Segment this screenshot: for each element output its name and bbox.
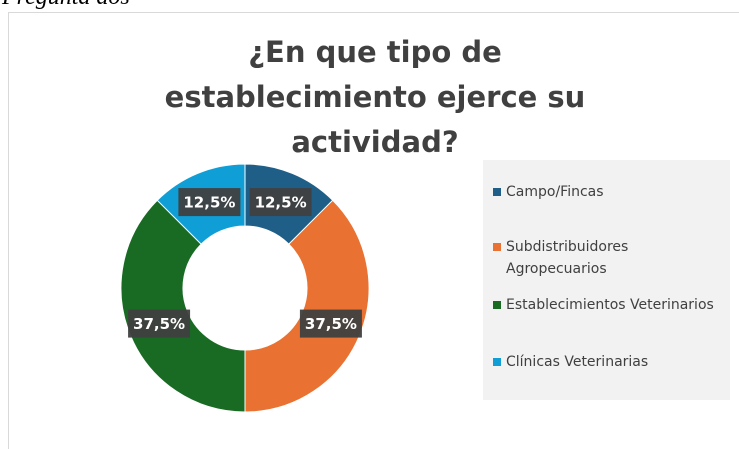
slice bbox=[120, 199, 246, 413]
legend-swatch bbox=[493, 301, 501, 309]
legend-item: Clínicas Veterinarias bbox=[493, 351, 728, 373]
legend-swatch bbox=[493, 188, 501, 196]
legend-item: Subdistribuidores Agropecuarios bbox=[493, 236, 728, 280]
legend-item: Campo/Fincas bbox=[493, 181, 728, 203]
data-label: 12,5% bbox=[183, 194, 235, 212]
data-label-box bbox=[178, 188, 241, 217]
data-label: 37,5% bbox=[305, 315, 357, 333]
legend: Campo/Fincas Subdistribuidores Agropecuar… bbox=[483, 160, 730, 400]
legend-label: Clínicas Veterinarias bbox=[506, 354, 649, 370]
data-label: 37,5% bbox=[133, 315, 185, 333]
legend-item: Establecimientos Veterinarios bbox=[493, 294, 728, 316]
legend-label: Campo/Fincas bbox=[506, 184, 604, 200]
chart-title: ¿En que tipo de establecimiento ejerce s… bbox=[164, 35, 586, 159]
legend-label: Establecimientos Veterinarios bbox=[506, 297, 714, 313]
data-label-box bbox=[249, 188, 312, 217]
legend-label: Subdistribuidores Agropecuarios bbox=[506, 239, 629, 277]
data-label-box bbox=[299, 309, 362, 338]
heading: Pregunta dos bbox=[2, 0, 130, 11]
chart-frame bbox=[8, 12, 739, 449]
slice bbox=[244, 199, 370, 413]
data-label: 12,5% bbox=[255, 194, 307, 212]
legend-swatch bbox=[493, 243, 501, 251]
data-label-box bbox=[128, 309, 191, 338]
legend-swatch bbox=[493, 358, 501, 366]
